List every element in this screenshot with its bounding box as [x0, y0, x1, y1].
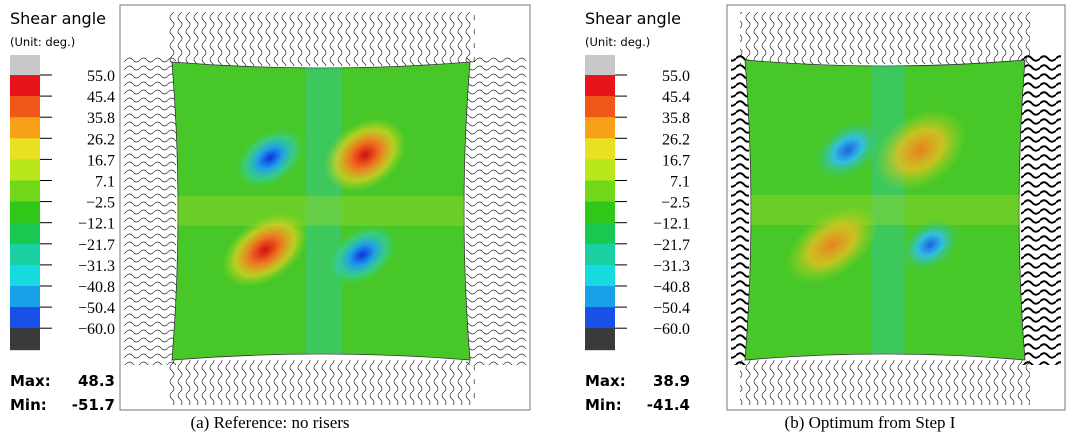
hotspot	[874, 109, 966, 191]
swatch	[10, 117, 40, 139]
caption: (b) Optimum from Step I	[785, 413, 956, 432]
scale-label: −12.1	[653, 216, 690, 233]
scale-label: −40.8	[78, 279, 115, 296]
scale-label: 45.4	[662, 89, 690, 106]
min-value: -51.7	[72, 396, 115, 414]
yarns-right	[466, 57, 526, 365]
swatch	[10, 264, 40, 287]
caption: (a) Reference: no risers	[190, 413, 349, 432]
swatch	[10, 222, 40, 245]
scale-label: −60.0	[653, 321, 690, 338]
band	[745, 195, 1025, 225]
panel: Shear angle (Unit: deg.) 55.0 45.4 35.8 26.2 1…	[10, 4, 531, 432]
swatch	[10, 328, 40, 351]
scale-label: −50.4	[78, 300, 115, 317]
sheet-field	[745, 60, 1025, 360]
yarns-right	[1021, 55, 1061, 365]
swatch	[10, 138, 40, 160]
legend-title: Shear angle	[585, 9, 681, 28]
min-label: Min:	[10, 396, 47, 414]
swatch	[10, 201, 40, 224]
scale-label: 16.7	[87, 152, 115, 169]
swatch	[585, 75, 615, 97]
swatch	[10, 159, 40, 181]
hotspot	[222, 213, 308, 287]
scale-label: −60.0	[78, 321, 115, 338]
band	[306, 62, 342, 360]
legend-unit: (Unit: deg.)	[585, 35, 650, 49]
swatch	[10, 286, 40, 308]
scale-label: 26.2	[662, 131, 690, 148]
swatch	[585, 55, 615, 75]
band	[172, 196, 470, 226]
scale-label: 7.1	[95, 174, 115, 191]
scale-label: −31.3	[78, 258, 115, 275]
swatch	[585, 159, 615, 181]
yarns-bottom	[740, 360, 1030, 405]
legend-unit: (Unit: deg.)	[10, 35, 75, 49]
swatch	[585, 117, 615, 139]
swatch	[585, 138, 615, 160]
swatch	[585, 201, 615, 224]
hotspot	[786, 206, 878, 284]
swatch	[10, 307, 40, 329]
band	[871, 60, 905, 360]
swatch	[585, 264, 615, 287]
swatch	[10, 75, 40, 97]
swatch	[585, 286, 615, 308]
yarns-left	[731, 55, 749, 365]
max-value: 48.3	[78, 372, 115, 390]
scale-label: −2.5	[661, 195, 690, 212]
swatch	[585, 222, 615, 245]
sheet-field	[172, 62, 470, 360]
swatch	[585, 243, 615, 266]
legend-title: Shear angle	[10, 9, 106, 28]
hotspot	[323, 118, 407, 192]
scale-label: −31.3	[653, 258, 690, 275]
hotspot	[325, 223, 399, 287]
scale-label: 35.8	[662, 110, 690, 127]
swatch	[10, 180, 40, 203]
max-value: 38.9	[653, 372, 690, 390]
scale-label: −50.4	[653, 300, 690, 317]
scale-label: 45.4	[87, 89, 115, 106]
scale-label: 35.8	[87, 110, 115, 127]
scale-label: 55.0	[87, 68, 115, 85]
hotspot	[898, 217, 962, 273]
panel: Shear angle (Unit: deg.) 55.0 45.4 35.8 26.2 1…	[585, 4, 1066, 432]
swatch	[585, 307, 615, 329]
swatch	[585, 328, 615, 351]
yarns-left	[124, 57, 176, 365]
hotspot	[233, 126, 307, 190]
scale-label: 16.7	[662, 152, 690, 169]
max-label: Max:	[10, 372, 51, 390]
min-label: Min:	[585, 396, 622, 414]
scale-label: −21.7	[653, 237, 690, 254]
swatch	[10, 55, 40, 75]
yarns-top	[740, 12, 1030, 64]
scale-label: −21.7	[78, 237, 115, 254]
scale-label: −12.1	[78, 216, 115, 233]
swatch	[10, 243, 40, 266]
scale-label: −40.8	[653, 279, 690, 296]
scale-label: −2.5	[86, 195, 115, 212]
scale-label: 7.1	[670, 174, 690, 191]
scale-label: 26.2	[87, 131, 115, 148]
swatch	[10, 96, 40, 118]
hotspot	[811, 118, 885, 182]
max-label: Max:	[585, 372, 626, 390]
swatch	[585, 180, 615, 203]
scale-label: 55.0	[662, 68, 690, 85]
yarns-bottom	[167, 360, 475, 405]
min-value: -41.4	[647, 396, 690, 414]
yarns-top	[167, 12, 475, 66]
swatch	[585, 96, 615, 118]
